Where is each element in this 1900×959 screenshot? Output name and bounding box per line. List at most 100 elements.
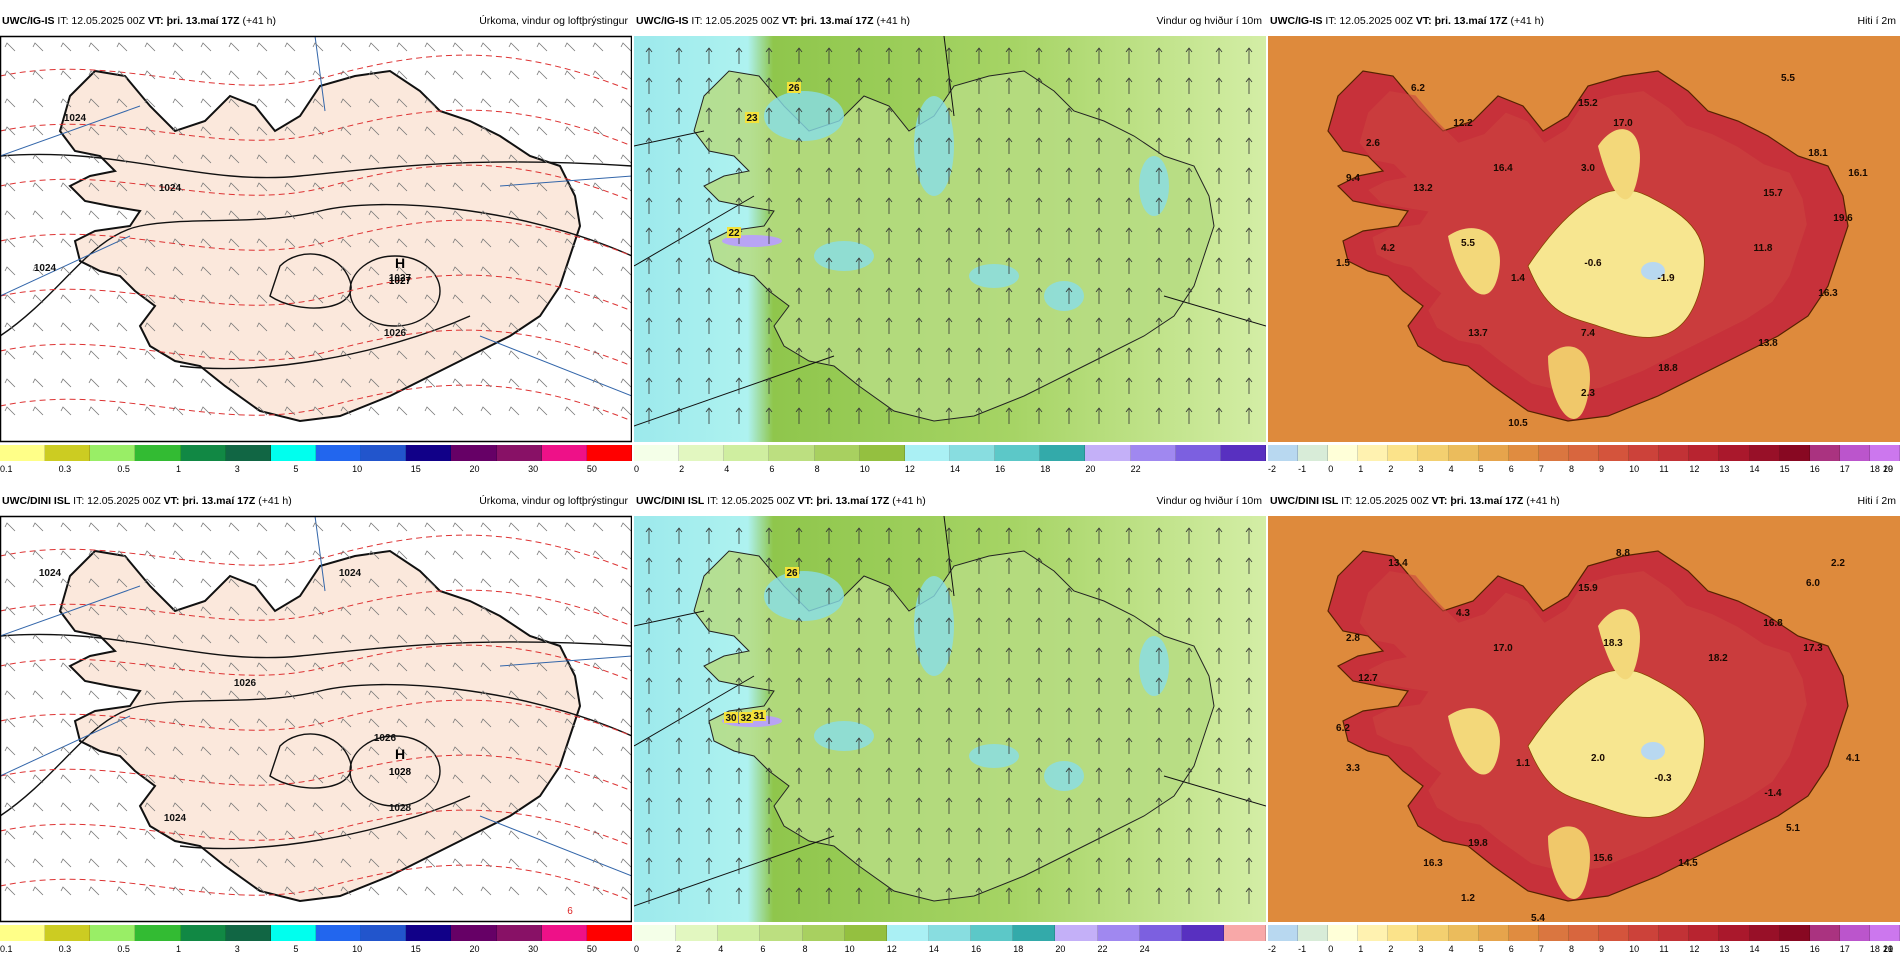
- wind-barb: [284, 690, 296, 700]
- wind-arrow: [915, 287, 923, 304]
- colorbar-swatch: [541, 925, 587, 941]
- wind-arrow: [1065, 287, 1073, 304]
- wind-arrow: [735, 197, 743, 214]
- wind-barb: [312, 550, 324, 560]
- colorbar-swatch: [1013, 925, 1056, 941]
- wind-barb: [144, 210, 156, 220]
- wind-arrow: [975, 617, 983, 634]
- wind-arrow: [855, 707, 863, 724]
- wind-arrow: [1155, 257, 1163, 274]
- wind-barb: [368, 98, 380, 108]
- wind-barb: [340, 858, 352, 868]
- wind-barb: [424, 578, 436, 588]
- wind-arrow: [645, 647, 653, 664]
- colorbar-tick-label: 9: [1599, 944, 1605, 954]
- wind-barb: [172, 718, 184, 728]
- wind-barb: [284, 154, 296, 164]
- wind-barb: [32, 294, 44, 304]
- isobar: [0, 153, 632, 179]
- wind-barb: [592, 154, 604, 164]
- wind-barb: [508, 802, 520, 812]
- wind-barb: [452, 70, 464, 80]
- colorbar-swatch: [586, 925, 632, 941]
- panel-header: UWC/IG-IS IT: 12.05.2025 00Z VT: þri. 13…: [2, 15, 276, 27]
- wind-barb: [564, 606, 576, 616]
- panel-header: UWC/IG-IS IT: 12.05.2025 00Z VT: þri. 13…: [1270, 15, 1544, 27]
- wind-arrow: [945, 647, 953, 664]
- wind-arrow: [885, 287, 893, 304]
- wind-arrow: [1215, 707, 1223, 724]
- colorbar-swatch: [1538, 445, 1569, 461]
- map-frame: [0, 515, 632, 923]
- wind-barb: [4, 210, 16, 220]
- wind-arrow: [1065, 767, 1073, 784]
- wind-arrow: [795, 167, 803, 184]
- wind-arrow: [705, 857, 713, 874]
- wind-arrow: [1035, 557, 1043, 574]
- wind-barb: [172, 550, 184, 560]
- wind-barb: [172, 378, 184, 388]
- wind-barb: [284, 634, 296, 644]
- wind-arrow: [795, 137, 803, 154]
- colorbar-swatch: [0, 445, 46, 461]
- wind-barb: [284, 774, 296, 784]
- wind-arrow: [1215, 47, 1223, 64]
- wind-arrow: [885, 377, 893, 394]
- temp-dashed-line: [0, 164, 632, 202]
- wind-barb: [200, 662, 212, 672]
- wind-barb: [564, 42, 576, 52]
- wind-arrow: [705, 77, 713, 94]
- wind-arrow: [705, 617, 713, 634]
- wind-arrow: [705, 197, 713, 214]
- wind-barb: [88, 746, 100, 756]
- wind-barb: [312, 294, 324, 304]
- wind-arrow: [1005, 617, 1013, 634]
- wind-barb: [172, 350, 184, 360]
- wind-barb: [592, 210, 604, 220]
- wind-barb: [172, 634, 184, 644]
- wind-arrow: [1125, 137, 1133, 154]
- map-value-label: 1024: [34, 263, 57, 274]
- cold-interior: [1448, 228, 1500, 295]
- wind-barb: [564, 774, 576, 784]
- wind-barb: [116, 238, 128, 248]
- wind-arrow: [645, 137, 653, 154]
- wind-barb: [60, 210, 72, 220]
- wind-barb: [340, 378, 352, 388]
- wind-barb: [200, 522, 212, 532]
- wind-patch: [814, 241, 874, 271]
- lead-time: (+41 h): [258, 495, 292, 507]
- wind-barb: [88, 42, 100, 52]
- wind-arrow: [735, 137, 743, 154]
- wind-barb: [340, 42, 352, 52]
- wind-barb: [200, 886, 212, 896]
- wind-barb: [144, 266, 156, 276]
- wind-barb: [88, 238, 100, 248]
- wind-barb: [368, 42, 380, 52]
- wind-arrow: [975, 197, 983, 214]
- wind-arrow: [1125, 647, 1133, 664]
- wind-arrow: [1035, 287, 1043, 304]
- colorbar-tick-label: 0.1: [0, 464, 13, 474]
- wind-barb: [60, 266, 72, 276]
- wind-arrow: [765, 227, 773, 244]
- wind-barb: [452, 634, 464, 644]
- wind-arrow: [885, 797, 893, 814]
- wind-arrow: [825, 167, 833, 184]
- wind-arrow: [855, 557, 863, 574]
- wind-barb: [452, 662, 464, 672]
- wind-arrow: [1005, 707, 1013, 724]
- wind-barb: [4, 662, 16, 672]
- wind-arrow: [1215, 857, 1223, 874]
- wind-arrow: [855, 797, 863, 814]
- wind-arrow: [1185, 377, 1193, 394]
- wind-barb: [564, 690, 576, 700]
- wind-barb: [592, 238, 604, 248]
- wind-arrow: [645, 257, 653, 274]
- wind-arrow: [1005, 887, 1013, 904]
- wind-barb: [340, 294, 352, 304]
- panel-title: Úrkoma, vindur og loftþrýstingur: [479, 495, 628, 507]
- wind-barb: [508, 294, 520, 304]
- wind-arrow: [765, 887, 773, 904]
- wind-barb: [452, 718, 464, 728]
